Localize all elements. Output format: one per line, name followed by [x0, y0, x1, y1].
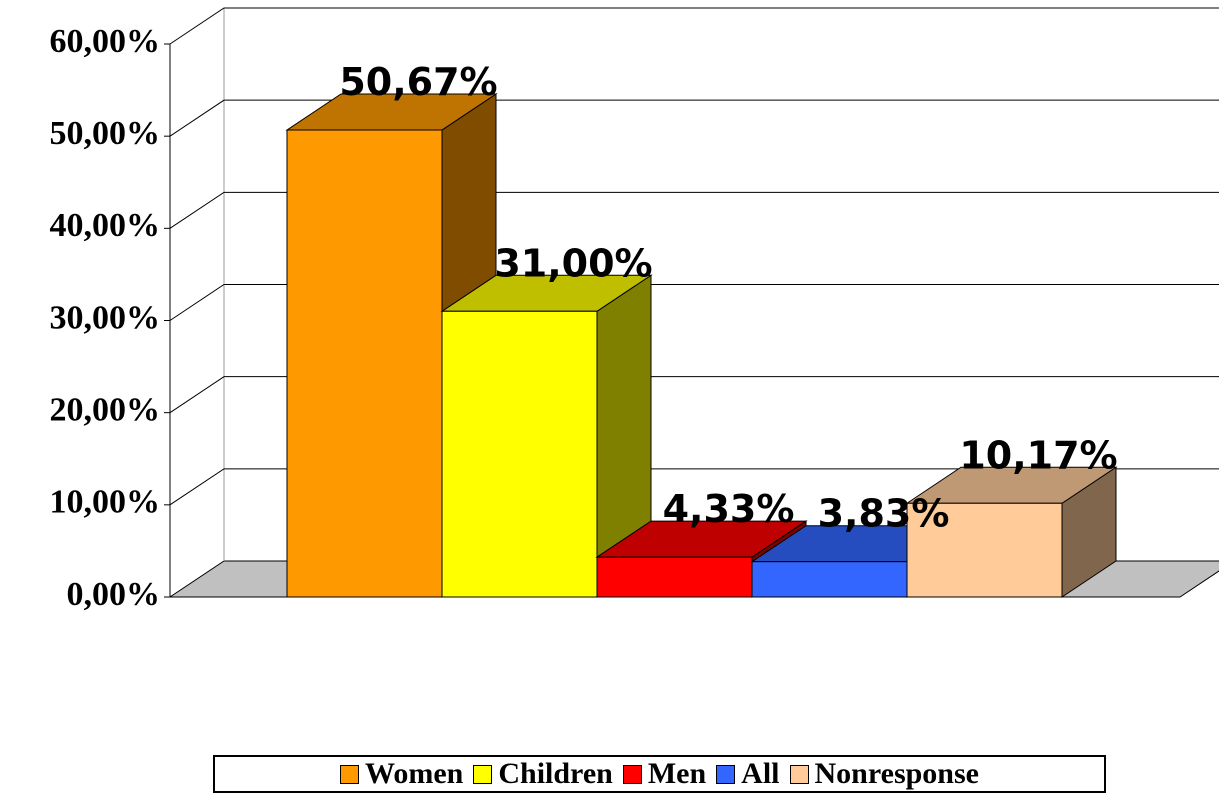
grid-line — [169, 191, 1219, 229]
bar — [751, 561, 908, 598]
legend-item: Men — [622, 757, 707, 791]
y-tick-label: 60,00% — [50, 23, 161, 60]
value-label: 4,33% — [663, 487, 795, 531]
y-tick-label: 50,00% — [50, 115, 161, 152]
legend-swatch — [340, 764, 359, 784]
value-label: 50,67% — [339, 60, 497, 104]
legend: Women Children Men All Nonresponse — [213, 755, 1106, 793]
grid-line — [169, 376, 1219, 414]
legend-swatch — [473, 764, 493, 784]
bar — [596, 556, 753, 598]
y-tick-label: 10,00% — [50, 484, 161, 521]
legend-item: All — [716, 757, 780, 791]
y-tick-label: 30,00% — [50, 299, 161, 336]
value-label: 31,00% — [494, 241, 652, 285]
bar — [441, 310, 598, 598]
legend-swatch — [716, 764, 736, 784]
legend-item: Nonresponse — [789, 757, 979, 791]
legend-swatch — [622, 764, 642, 784]
grid-line — [169, 7, 1219, 45]
value-label: 10,17% — [959, 433, 1117, 477]
y-tick-label: 20,00% — [50, 391, 161, 428]
legend-swatch — [789, 764, 809, 784]
grid-line — [169, 284, 1219, 321]
legend-label: Women — [365, 757, 464, 790]
chart: 0,00% 10,00% 20,00% 30,00% 40,00% 50,00% 60,00… — [50, 7, 1219, 613]
legend-item: Children — [473, 757, 613, 791]
grid-line — [169, 99, 1219, 137]
bar — [286, 129, 443, 598]
bar — [906, 502, 1063, 598]
legend-label: All — [741, 757, 780, 790]
legend-item: Women — [340, 757, 463, 791]
legend-label: Children — [498, 757, 613, 790]
y-tick-label: 40,00% — [50, 207, 161, 244]
value-label: 3,83% — [818, 492, 950, 536]
grid-line — [169, 468, 1219, 506]
legend-label: Men — [647, 757, 707, 790]
legend-label: Nonresponse — [814, 757, 979, 790]
y-tick-label: 0,00% — [67, 576, 161, 613]
